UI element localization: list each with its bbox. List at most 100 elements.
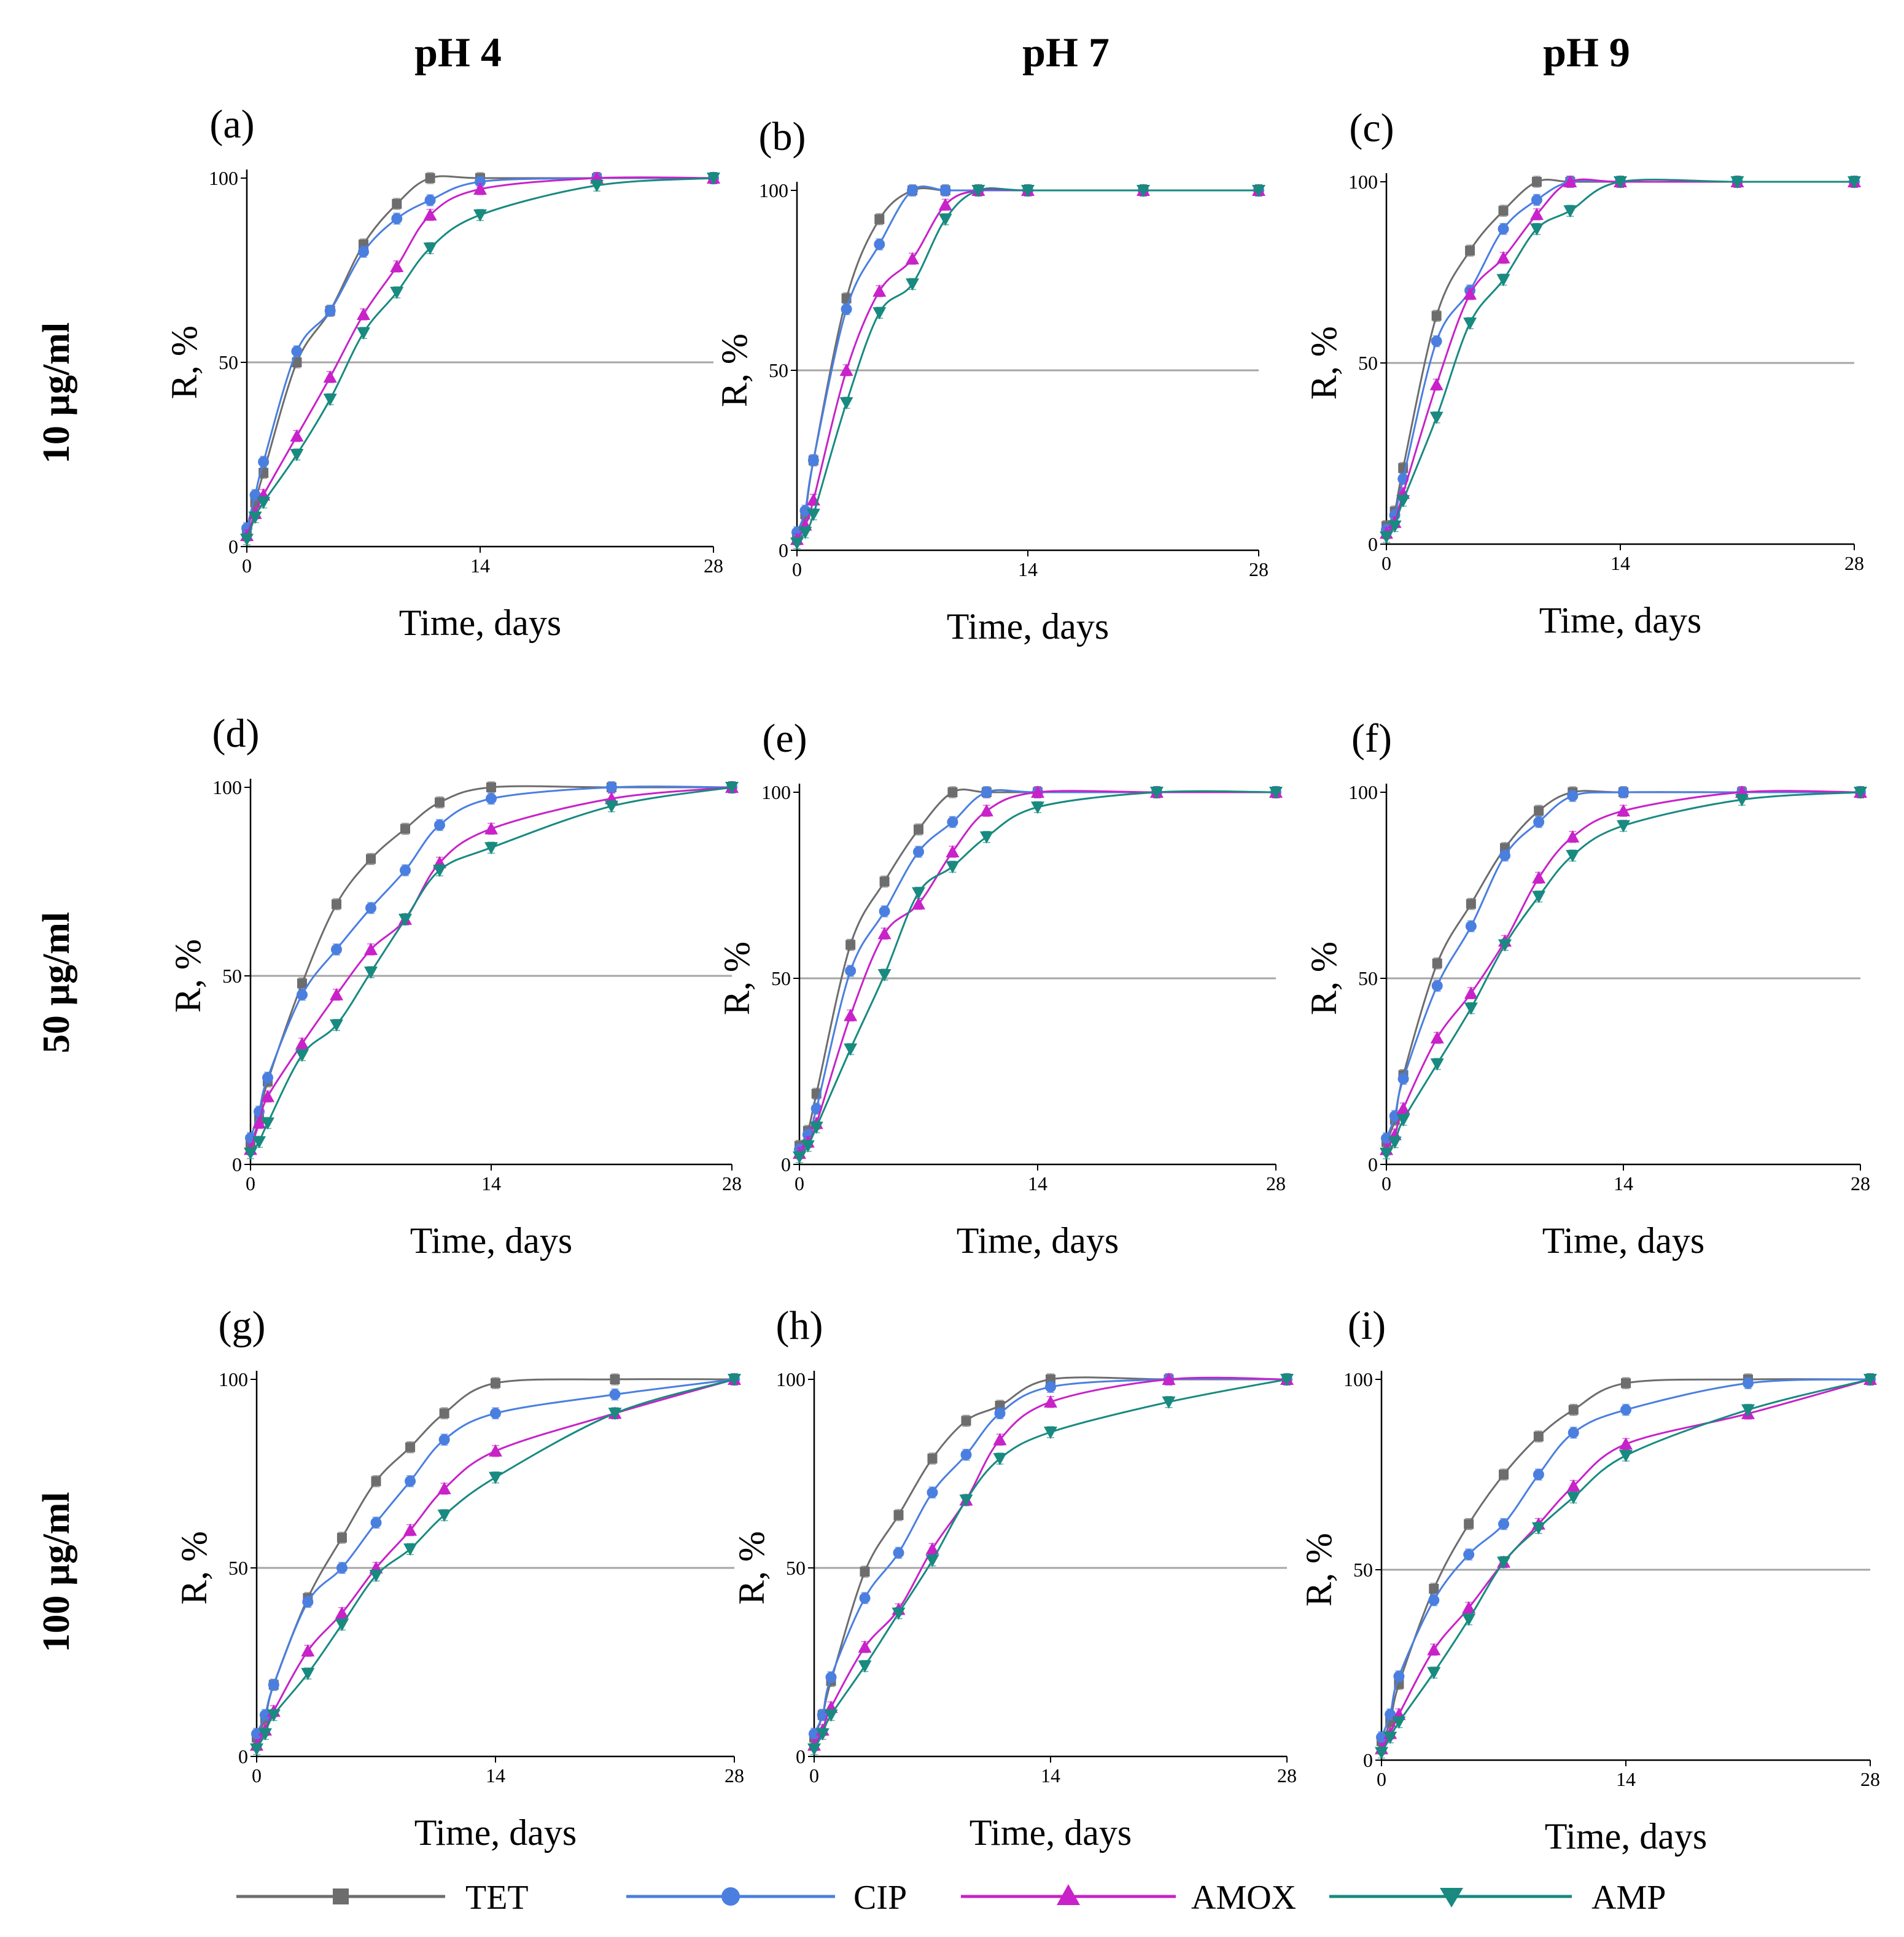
y-axis-title: R, % — [714, 333, 755, 407]
data-point-cip — [994, 1408, 1006, 1419]
data-point-cip — [400, 865, 411, 876]
data-point-cip — [1533, 816, 1545, 828]
data-point-amox — [1532, 871, 1546, 884]
panel-label-e: (e) — [762, 716, 807, 761]
y-axis-title: R, % — [717, 941, 757, 1015]
legend-label-tet: TET — [465, 1879, 529, 1917]
data-point-cip — [1397, 1073, 1409, 1085]
x-tick-label: 14 — [1018, 558, 1038, 580]
data-point-amox — [1427, 1643, 1441, 1656]
data-point-amox — [1566, 1479, 1580, 1492]
data-point-amox — [335, 1606, 349, 1619]
data-point-amp — [1497, 1556, 1510, 1569]
y-axis-title: R, % — [731, 1531, 772, 1605]
data-point-tet — [610, 1374, 620, 1384]
data-point-amp — [728, 1374, 741, 1386]
data-point-amp — [971, 185, 985, 197]
data-point-cip — [939, 185, 951, 196]
y-tick-label: 100 — [219, 1368, 248, 1390]
data-point-cip — [960, 1449, 972, 1460]
data-point-amp — [801, 1140, 815, 1153]
data-point-tet — [336, 1532, 347, 1543]
data-point-amox — [1563, 175, 1577, 187]
x-tick-label: 28 — [1266, 1172, 1286, 1195]
data-point-amp — [1498, 939, 1512, 952]
data-point-cip — [1431, 980, 1443, 992]
data-point-tet — [927, 1453, 938, 1463]
data-point-amp — [1137, 185, 1150, 197]
data-point-amp — [590, 180, 604, 192]
data-point-tet — [1432, 958, 1442, 968]
series-amp — [807, 1373, 1294, 1756]
data-point-cip — [324, 305, 336, 316]
data-point-amox — [357, 308, 370, 320]
data-point-amp — [925, 1554, 939, 1567]
panel-label-c: (c) — [1349, 106, 1394, 150]
data-point-amp — [489, 1471, 502, 1484]
data-point-cip — [845, 965, 857, 976]
data-point-amox — [1430, 1031, 1444, 1043]
data-point-amp — [1427, 1667, 1441, 1680]
data-point-amp — [1730, 176, 1744, 189]
data-point-cip — [879, 905, 890, 917]
data-point-amp — [252, 1136, 266, 1149]
legend-item-cip: CIP — [626, 1879, 907, 1917]
data-point-amp — [793, 1151, 806, 1164]
data-point-tet — [425, 173, 435, 183]
data-point-cip — [365, 902, 376, 914]
data-point-amp — [295, 1049, 309, 1062]
data-point-amp — [1396, 1114, 1410, 1127]
data-point-tet — [860, 1567, 870, 1577]
data-point-amp — [1563, 205, 1577, 218]
data-point-amox — [858, 1640, 872, 1653]
data-point-cip — [268, 1679, 279, 1691]
data-point-amox — [403, 1523, 418, 1536]
data-point-cip — [809, 1728, 820, 1740]
panel-e: (e) 0 50 100 0 14 28 Time, days R, % — [717, 716, 1286, 1261]
y-tick-label: 100 — [212, 776, 242, 798]
row-header-10ugml: 10 µg/ml — [36, 322, 77, 464]
data-point-amp — [335, 1619, 349, 1632]
data-point-tet — [435, 797, 445, 808]
data-point-amox — [484, 822, 498, 835]
y-tick-label: 0 — [1368, 1153, 1378, 1175]
data-point-amox — [993, 1433, 1007, 1446]
data-point-cip — [1431, 335, 1442, 347]
panel-h: (h) 0 50 100 0 14 28 Time, days R, % — [731, 1303, 1297, 1853]
x-axis-title: Time, days — [399, 602, 562, 643]
data-point-amp — [1375, 1747, 1388, 1760]
data-point-cip — [302, 1596, 314, 1608]
data-point-cip — [405, 1475, 416, 1487]
data-point-tet — [439, 1408, 449, 1419]
data-point-amp — [369, 1570, 383, 1583]
data-point-amp — [1496, 274, 1510, 287]
data-point-cip — [1531, 194, 1542, 206]
data-point-amp — [403, 1543, 418, 1556]
data-point-cip — [609, 1389, 621, 1400]
data-point-amp — [1529, 223, 1544, 236]
x-axis-title: Time, days — [969, 1812, 1132, 1853]
x-tick-label: 14 — [1616, 1768, 1636, 1790]
data-point-cip — [606, 782, 617, 793]
data-point-amox — [330, 988, 343, 1000]
data-point-cip — [1498, 1518, 1509, 1530]
data-point-amox — [1617, 804, 1630, 817]
x-tick-label: 14 — [470, 555, 490, 577]
x-axis-title: Time, days — [414, 1812, 577, 1853]
x-tick-label: 0 — [246, 1172, 255, 1195]
y-tick-label: 50 — [228, 1557, 248, 1579]
data-point-amp — [433, 865, 446, 878]
data-point-amp — [398, 913, 412, 926]
data-point-cip — [297, 989, 308, 1000]
data-point-amp — [877, 968, 892, 981]
data-point-amp — [240, 534, 254, 546]
panel-label-a: (a) — [209, 102, 254, 147]
data-point-amox — [1496, 251, 1510, 263]
x-tick-label: 0 — [1381, 1172, 1391, 1195]
data-point-amp — [390, 287, 404, 299]
data-point-amox — [437, 1482, 451, 1495]
x-axis-title: Time, days — [1539, 600, 1702, 641]
y-tick-label: 0 — [228, 536, 238, 558]
data-point-cip — [358, 246, 369, 257]
x-tick-label: 14 — [1614, 1172, 1633, 1195]
